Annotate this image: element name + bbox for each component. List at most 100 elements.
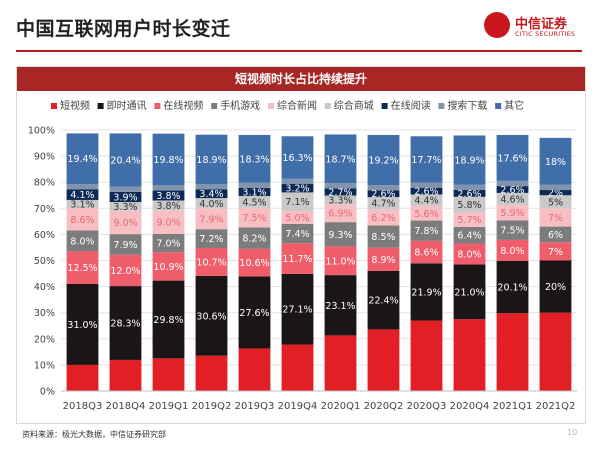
bar-segment [66,364,99,391]
bar-segment [152,200,185,211]
data-label: 3.2% [285,184,309,195]
data-label: 8.0% [500,246,524,257]
legend-label: 其它 [504,99,524,112]
data-label: 5.6% [414,209,438,220]
bar-segment [496,220,529,240]
bar-segment [496,134,529,181]
bar-segment [281,210,314,224]
data-label: 7.8% [414,226,438,237]
bar-segment [496,186,529,193]
bar-segment [410,263,443,321]
bar-segment [539,137,572,185]
data-label: 19.2% [368,156,398,167]
bar-segment [453,319,486,391]
bar-segment [410,194,443,206]
data-label: 7% [548,213,563,224]
data-label: 6.9% [328,209,352,220]
data-label: 3.3% [328,195,352,206]
data-label: 22.4% [368,296,398,307]
data-label: 9.0% [156,218,180,229]
y-tick-label: 40% [34,282,55,293]
bar-segment [453,243,486,265]
citic-logo-icon [484,12,510,38]
bar-segment [152,185,185,191]
bar-segment [238,248,271,277]
bar-segment [152,233,185,253]
data-label: 8.5% [371,232,395,243]
bar-segment [324,183,357,189]
data-label: 6.2% [371,213,395,224]
data-label: 27.1% [282,305,312,316]
x-tick-label: 2020Q4 [450,401,490,412]
data-label: 19.4% [67,154,97,165]
bar-segment [410,136,443,183]
bar-segment [238,207,271,228]
legend-swatch [268,103,274,109]
bar-segment [109,210,142,235]
bar-segment [66,230,99,252]
data-label: 7.5% [500,226,524,237]
bar-segment [367,197,400,210]
bar-segment [109,186,142,192]
data-label: 7.1% [285,197,309,208]
y-tick-label: 70% [34,204,55,215]
bar-segment [195,247,228,276]
data-label: 10.7% [196,257,226,268]
data-label: 7.9% [113,240,137,251]
y-tick-label: 30% [34,308,55,319]
bar-segment [367,270,400,330]
logo-english-text: CITIC SECURITIES [515,30,576,38]
bar-segment [109,133,142,187]
bar-segment [496,239,529,261]
data-label: 9.3% [328,230,352,241]
bar-segment [410,240,443,264]
data-label: 3.9% [113,192,137,203]
legend-label: 综合商城 [334,99,374,112]
bar-segment [109,254,142,287]
data-label: 7% [548,247,563,258]
data-label: 27.6% [239,308,269,319]
data-label: 21.0% [454,287,484,298]
bar-segment [66,208,99,231]
bar-segment [367,247,400,271]
data-label: 3.4% [199,189,223,200]
bar-segment [238,276,271,349]
bar-segment [496,204,529,221]
bar-segment [324,275,357,336]
bar-segment [367,329,400,391]
data-label: 20.1% [497,282,527,293]
bar-segment [367,209,400,226]
data-label: 4.0% [199,199,223,210]
data-label: 9.0% [113,218,137,229]
data-label: 18.9% [196,155,226,166]
legend-label: 短视频 [60,99,90,112]
x-tick-label: 2021Q1 [493,401,533,412]
x-tick-label: 2018Q4 [106,401,146,412]
bar-segment [109,202,142,211]
data-label: 5.9% [500,208,524,219]
bar-segment [324,134,357,184]
data-label: 6% [548,230,563,241]
x-tick-label: 2020Q2 [364,401,404,412]
bar-segment [410,187,443,195]
bar-segment [109,286,142,360]
bar-segment [539,260,572,313]
legend-label: 在线视频 [163,99,203,112]
bar-segment [281,184,314,193]
data-label: 3.8% [156,191,180,202]
bar-segment [66,199,99,209]
bar-segment [539,195,572,209]
chart-title: 短视频时长占比持续提升 [17,67,585,91]
bar-segment [66,133,99,185]
data-label: 4.6% [500,194,524,205]
bar-segment [539,312,572,391]
bar-segment [539,242,572,261]
bar-segment [152,358,185,391]
data-label: 5.0% [285,213,309,224]
bar-segment [66,283,99,365]
bar-segment [238,227,271,249]
data-label: 11.7% [282,254,312,265]
bar-segment [281,178,314,185]
legend-label: 综合新闻 [277,99,317,112]
data-label: 4.5% [242,197,266,208]
